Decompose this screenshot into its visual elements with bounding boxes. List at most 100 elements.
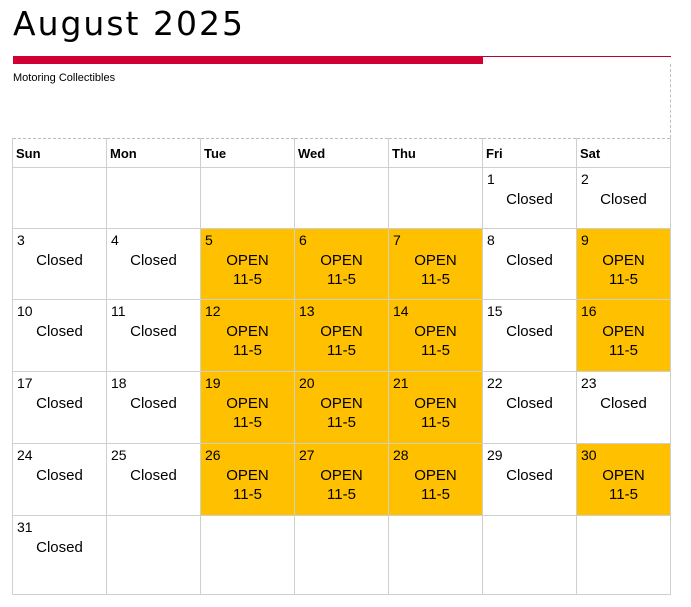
weekday-fri: Fri	[482, 138, 577, 168]
day-number: 23	[581, 375, 597, 391]
day-number: 24	[17, 447, 33, 463]
closed-status: Closed	[600, 191, 647, 208]
day-number: 27	[299, 447, 315, 463]
open-status: OPEN	[226, 467, 269, 484]
day-cell: 13 OPEN 11-5	[294, 299, 389, 372]
week-row: 17 Closed 18 Closed 19 OPEN 11-5 20 OPEN 11-5 21 OP…	[12, 371, 671, 444]
day-cell: 26 OPEN 11-5	[200, 443, 295, 516]
day-cell: 11 Closed	[106, 299, 201, 372]
day-number: 17	[17, 375, 33, 391]
open-status: OPEN	[602, 323, 645, 340]
day-number: 7	[393, 232, 401, 248]
day-cell: 9 OPEN 11-5	[576, 228, 671, 300]
day-number: 29	[487, 447, 503, 463]
open-status: OPEN	[320, 467, 363, 484]
day-cell: 8 Closed	[482, 228, 577, 300]
open-status: OPEN	[226, 252, 269, 269]
open-status: OPEN	[320, 323, 363, 340]
week-row: 1 Closed 2 Closed	[12, 167, 671, 229]
empty-day-cell	[106, 167, 201, 229]
day-number: 8	[487, 232, 495, 248]
open-status: OPEN	[414, 467, 457, 484]
day-number: 31	[17, 519, 33, 535]
day-cell: 7 OPEN 11-5	[388, 228, 483, 300]
day-cell: 21 OPEN 11-5	[388, 371, 483, 444]
day-number: 18	[111, 375, 127, 391]
closed-status: Closed	[600, 395, 647, 412]
closed-status: Closed	[130, 395, 177, 412]
closed-status: Closed	[130, 252, 177, 269]
open-status: OPEN	[602, 252, 645, 269]
day-number: 5	[205, 232, 213, 248]
open-status: OPEN	[320, 252, 363, 269]
opening-hours: 11-5	[609, 342, 638, 359]
empty-day-cell	[200, 167, 295, 229]
day-cell: 29 Closed	[482, 443, 577, 516]
day-cell: 6 OPEN 11-5	[294, 228, 389, 300]
opening-hours: 11-5	[421, 486, 450, 503]
weekday-sun: Sun	[12, 138, 107, 168]
opening-hours: 11-5	[609, 486, 638, 503]
open-status: OPEN	[320, 395, 363, 412]
closed-status: Closed	[506, 323, 553, 340]
closed-status: Closed	[36, 539, 83, 556]
day-number: 20	[299, 375, 315, 391]
empty-day-cell	[294, 515, 389, 595]
day-cell: 14 OPEN 11-5	[388, 299, 483, 372]
day-cell: 15 Closed	[482, 299, 577, 372]
week-row: 31 Closed	[12, 515, 671, 595]
day-number: 26	[205, 447, 221, 463]
opening-hours: 11-5	[233, 271, 262, 288]
empty-day-cell	[388, 167, 483, 229]
open-status: OPEN	[226, 323, 269, 340]
day-cell: 28 OPEN 11-5	[388, 443, 483, 516]
day-number: 16	[581, 303, 597, 319]
day-cell: 10 Closed	[12, 299, 107, 372]
day-cell: 12 OPEN 11-5	[200, 299, 295, 372]
opening-hours: 11-5	[233, 486, 262, 503]
week-row: 10 Closed 11 Closed 12 OPEN 11-5 13 OPEN 11-5 14 OP…	[12, 299, 671, 372]
closed-status: Closed	[36, 323, 83, 340]
opening-hours: 11-5	[421, 342, 450, 359]
open-status: OPEN	[414, 323, 457, 340]
opening-hours: 11-5	[421, 271, 450, 288]
day-number: 3	[17, 232, 25, 248]
opening-hours: 11-5	[327, 486, 356, 503]
day-number: 21	[393, 375, 409, 391]
day-cell: 24 Closed	[12, 443, 107, 516]
opening-hours: 11-5	[327, 342, 356, 359]
empty-day-cell	[200, 515, 295, 595]
day-cell: 23 Closed	[576, 371, 671, 444]
day-cell: 4 Closed	[106, 228, 201, 300]
day-number: 12	[205, 303, 221, 319]
day-cell: 20 OPEN 11-5	[294, 371, 389, 444]
weekday-tue: Tue	[200, 138, 295, 168]
opening-hours: 11-5	[233, 414, 262, 431]
day-cell: 27 OPEN 11-5	[294, 443, 389, 516]
day-cell: 22 Closed	[482, 371, 577, 444]
title-rule-accent	[13, 56, 483, 64]
closed-status: Closed	[506, 252, 553, 269]
day-number: 4	[111, 232, 119, 248]
closed-status: Closed	[506, 395, 553, 412]
opening-hours: 11-5	[327, 271, 356, 288]
day-cell: 19 OPEN 11-5	[200, 371, 295, 444]
weekday-sat: Sat	[576, 138, 671, 168]
opening-hours: 11-5	[233, 342, 262, 359]
empty-day-cell	[106, 515, 201, 595]
week-row: 24 Closed 25 Closed 26 OPEN 11-5 27 OPEN 11-5 28 OP…	[12, 443, 671, 516]
closed-status: Closed	[506, 467, 553, 484]
empty-day-cell	[12, 167, 107, 229]
day-number: 13	[299, 303, 315, 319]
weekday-header-row: Sun Mon Tue Wed Thu Fri Sat	[12, 138, 671, 168]
week-row: 3 Closed 4 Closed 5 OPEN 11-5 6 OPEN 11-5 7 OPEN 11-…	[12, 228, 671, 300]
opening-hours: 11-5	[609, 271, 638, 288]
empty-day-cell	[482, 515, 577, 595]
business-name: Motoring Collectibles	[13, 72, 116, 84]
day-number: 28	[393, 447, 409, 463]
calendar-grid: Sun Mon Tue Wed Thu Fri Sat 1 Closed 2 Clos…	[12, 138, 671, 595]
open-status: OPEN	[602, 467, 645, 484]
day-number: 6	[299, 232, 307, 248]
day-number: 9	[581, 232, 589, 248]
day-number: 10	[17, 303, 33, 319]
